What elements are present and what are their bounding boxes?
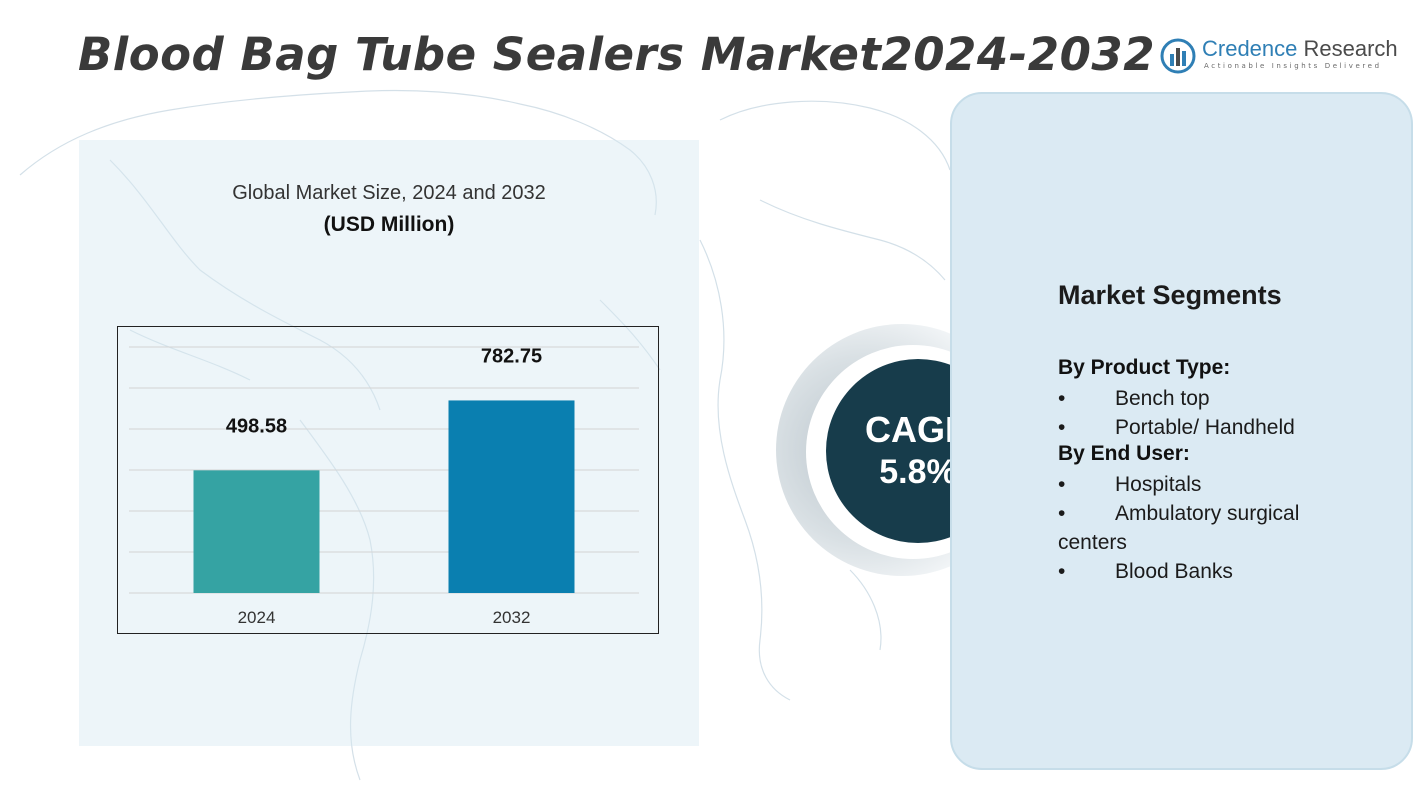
segment-item-label: Portable/ Handheld (1115, 416, 1295, 439)
logo-name-part2: Research (1297, 36, 1398, 61)
logo-tagline: Actionable Insights Delivered (1204, 62, 1382, 70)
segment-item: • Blood Banks (1058, 557, 1388, 586)
page-title: Blood Bag Tube Sealers Market2024-2032 (78, 28, 1156, 81)
segment-group-product-type: By Product Type: (1058, 356, 1231, 379)
bullet-icon: • (1058, 502, 1066, 525)
chart-panel (79, 140, 699, 746)
bullet-icon: • (1058, 560, 1066, 583)
bar-2032 (448, 400, 575, 593)
segment-item: • Hospitals (1058, 470, 1388, 499)
segment-item: • Bench top (1058, 384, 1388, 413)
segment-item-label: Bench top (1115, 387, 1210, 410)
x-tick-label-2032: 2032 (493, 608, 531, 627)
logo-name: Credence Research (1202, 36, 1398, 62)
chart-unit: (USD Million) (323, 213, 455, 236)
bar-chart-logo-icon (1160, 38, 1196, 74)
data-label-2024: 498.58 (226, 415, 287, 437)
bullet-icon: • (1058, 473, 1066, 496)
cagr-value: 5.8% (879, 453, 957, 491)
plot-frame (117, 326, 659, 634)
segment-item-label: Blood Banks (1115, 560, 1233, 583)
bullet-icon: • (1058, 416, 1066, 439)
chart-title: Global Market Size, 2024 and 2032 (232, 182, 546, 204)
segment-group-end-user: By End User: (1058, 442, 1190, 465)
x-tick-label-2024: 2024 (238, 608, 276, 627)
data-label-2032: 782.75 (481, 345, 542, 367)
bar-chart: 498.58 2024 782.75 2032 (129, 345, 639, 627)
bullet-icon: • (1058, 387, 1066, 410)
segments-heading: Market Segments (1058, 280, 1282, 310)
segment-item-label: Ambulatory surgical centers (1058, 502, 1300, 554)
segment-item: • Ambulatory surgical centers (1058, 499, 1358, 557)
segment-item-label: Hospitals (1115, 473, 1202, 496)
bar-2024 (193, 470, 320, 593)
logo-name-part1: Credence (1202, 36, 1298, 61)
segment-item: • Portable/ Handheld (1058, 413, 1388, 442)
credence-research-logo[interactable]: Credence Research Actionable Insights De… (1160, 36, 1400, 76)
segments-panel (950, 92, 1413, 770)
